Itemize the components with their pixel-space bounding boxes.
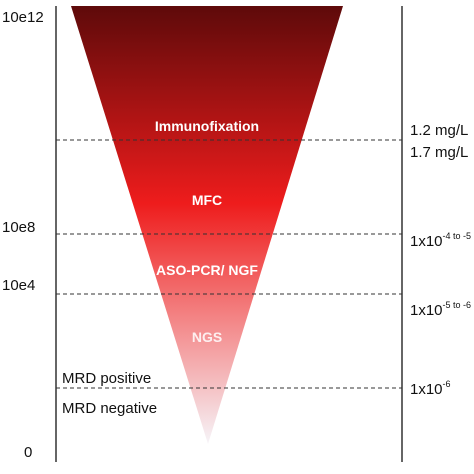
technique-label-aso-pcr-ngf: ASO-PCR/ NGF bbox=[156, 262, 258, 278]
sensitivity-cone bbox=[71, 6, 343, 444]
technique-label-ngs: NGS bbox=[191, 329, 223, 345]
right-label-base: 1x10 bbox=[410, 302, 443, 319]
technique-label-immunofixation: Immunofixation bbox=[154, 118, 260, 134]
left-tick-label: 10e8 bbox=[2, 219, 36, 236]
left-tick-label: 10e4 bbox=[2, 277, 36, 294]
right-label-1x10-5-to-6: 1x10-5 to -6 bbox=[410, 300, 472, 320]
right-label-base: 1x10 bbox=[410, 381, 443, 398]
right-label-base: 1.2 mg/L bbox=[410, 122, 469, 139]
mrd-positive-label: MRD positive bbox=[62, 370, 152, 387]
right-label-1x10-4-to-5: 1x10-4 to -5 bbox=[410, 231, 472, 251]
right-label-1-7-mg-l: 1.7 mg/L bbox=[410, 144, 468, 162]
right-label-1-2-mg-l: 1.2 mg/L bbox=[410, 122, 468, 140]
mrd-negative-label: MRD negative bbox=[62, 400, 158, 417]
right-label-base: 1x10 bbox=[410, 233, 443, 250]
technique-label-mfc: MFC bbox=[191, 192, 223, 208]
right-label-exponent: -4 to -5 bbox=[442, 231, 472, 241]
left-tick-label: 0 bbox=[24, 444, 33, 461]
right-label-exponent: -5 to -6 bbox=[442, 300, 472, 310]
left-tick-label: 10e12 bbox=[2, 9, 44, 26]
right-label-base: 1.7 mg/L bbox=[410, 144, 469, 161]
right-label-1x10-6: 1x10-6 bbox=[410, 379, 451, 399]
right-label-exponent: -6 bbox=[442, 379, 451, 389]
